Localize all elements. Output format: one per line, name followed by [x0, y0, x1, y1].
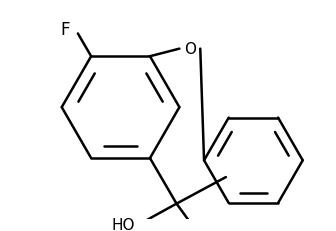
Text: O: O	[184, 42, 196, 57]
Text: F: F	[61, 21, 70, 39]
Text: HO: HO	[112, 217, 135, 231]
